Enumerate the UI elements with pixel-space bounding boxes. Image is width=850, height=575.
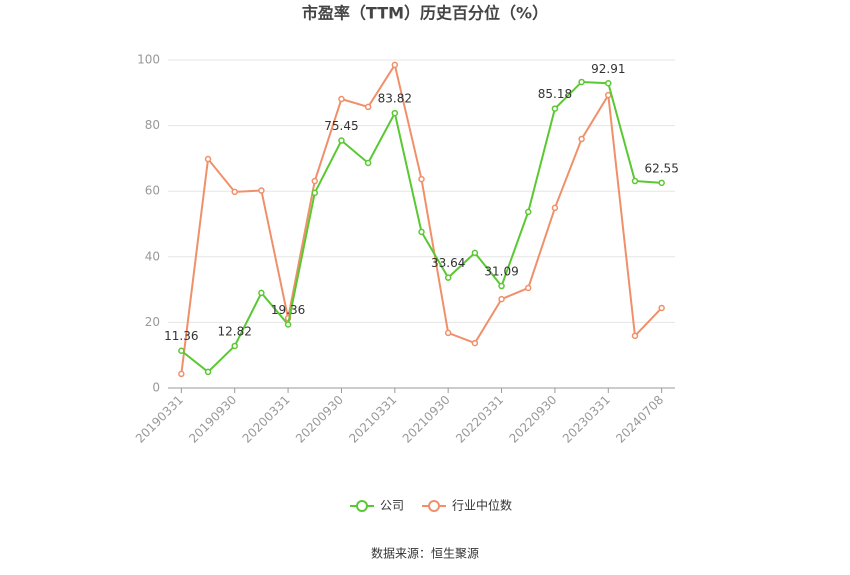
data-label: 75.45 (324, 119, 358, 133)
data-point (284, 321, 292, 328)
data-point (444, 329, 452, 337)
y-tick-label: 100 (137, 53, 160, 67)
data-point (391, 109, 399, 117)
data-label: 31.09 (484, 265, 518, 279)
data-point (631, 332, 639, 340)
data-label: 85.18 (538, 87, 572, 101)
data-point (578, 78, 585, 86)
x-tick-label: 20210930 (400, 393, 453, 446)
data-point (231, 342, 238, 350)
data-point (498, 282, 505, 290)
data-point (498, 295, 505, 303)
x-tick-label: 20210331 (346, 393, 399, 446)
data-point (524, 284, 532, 292)
x-tick-label: 20240708 (613, 393, 666, 446)
data-label: 62.55 (644, 161, 678, 175)
y-tick-label: 40 (145, 249, 160, 263)
y-tick-label: 20 (145, 315, 160, 329)
data-point (258, 187, 265, 194)
data-point (204, 155, 212, 163)
data-point (258, 289, 265, 297)
legend-marker (356, 500, 368, 512)
x-tick-label: 20190930 (186, 393, 239, 446)
series-line (180, 62, 663, 375)
data-point (471, 339, 479, 347)
source-note: 数据来源：恒生聚源 (371, 546, 479, 561)
legend-label: 公司 (380, 499, 404, 513)
x-tick-label: 20200930 (293, 393, 346, 446)
data-point (178, 347, 185, 354)
data-label: 11.36 (164, 329, 198, 343)
y-tick-label: 80 (145, 118, 160, 132)
data-point (418, 175, 425, 183)
x-tick-label: 20230331 (560, 393, 613, 446)
data-point (471, 249, 479, 257)
data-label: 33.64 (431, 256, 465, 270)
data-point (658, 304, 665, 312)
data-point (364, 103, 372, 111)
x-tick-label: 20220930 (506, 393, 559, 446)
x-tick-label: 20220331 (453, 393, 506, 446)
data-point (631, 177, 639, 185)
y-tick-label: 60 (145, 184, 160, 198)
data-point (178, 370, 185, 378)
data-label: 12.82 (218, 324, 252, 338)
data-point (338, 137, 345, 144)
legend-marker (428, 500, 441, 512)
data-point (338, 95, 345, 103)
data-point (551, 204, 559, 212)
y-tick-label: 0 (152, 381, 160, 395)
data-point (578, 135, 585, 143)
chart-title: 市盈率（TTM）历史百分位（%） (302, 4, 548, 23)
legend-label: 行业中位数 (452, 498, 512, 513)
data-point (391, 61, 399, 69)
data-point (418, 228, 425, 236)
data-point (364, 159, 372, 167)
x-tick-label: 20200331 (240, 393, 293, 446)
data-point (444, 274, 452, 281)
data-point (658, 179, 665, 187)
data-point (605, 80, 612, 87)
data-label: 92.91 (591, 62, 625, 76)
data-point (551, 105, 559, 112)
data-label: 83.82 (378, 92, 412, 106)
data-point (311, 177, 319, 185)
data-point (311, 189, 319, 197)
x-tick-label: 20190331 (133, 393, 186, 446)
data-label: 19.36 (271, 303, 305, 317)
data-point (204, 368, 212, 376)
data-point (231, 188, 238, 196)
data-point (524, 208, 532, 216)
